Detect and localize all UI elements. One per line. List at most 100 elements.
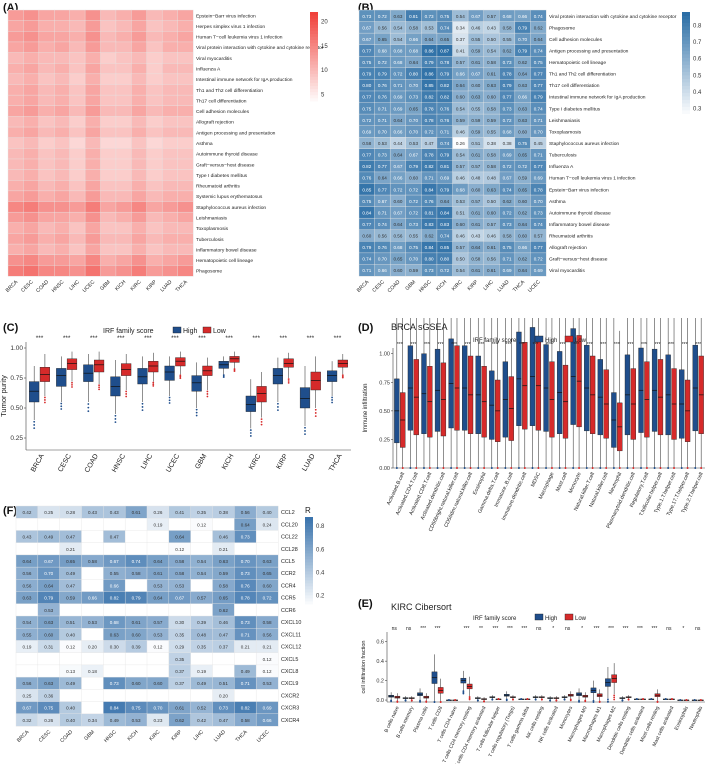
cell-value: 0.47 bbox=[110, 535, 119, 540]
heatmap-cell bbox=[23, 254, 40, 266]
legend-gradient-step bbox=[305, 529, 313, 533]
row-label: Influenza A bbox=[196, 67, 221, 73]
outlier-point bbox=[233, 370, 236, 372]
legend-gradient-step bbox=[310, 30, 318, 34]
heatmap-cell bbox=[81, 579, 104, 593]
outlier-point bbox=[206, 390, 209, 393]
heatmap-cell bbox=[69, 84, 86, 96]
significance-label: ns bbox=[392, 626, 398, 632]
outlier-point bbox=[44, 399, 46, 401]
outlier-point bbox=[632, 467, 635, 469]
heatmap-cell bbox=[69, 158, 86, 171]
cell-value: 0.73 bbox=[503, 106, 512, 111]
heatmap-cell bbox=[103, 664, 126, 678]
cell-value: 0.75 bbox=[44, 706, 53, 711]
heatmap-cell bbox=[7, 52, 24, 64]
outlier-point bbox=[534, 698, 537, 701]
heatmap-cell bbox=[54, 105, 71, 117]
cell-value: 0.52 bbox=[197, 706, 206, 711]
heatmap-cell bbox=[84, 20, 102, 32]
column-label: LUAD bbox=[159, 279, 173, 293]
cell-value: 0.69 bbox=[393, 95, 402, 100]
cell-value: 0.54 bbox=[456, 106, 465, 111]
heatmap-cell bbox=[69, 243, 86, 256]
heatmap-cell bbox=[38, 84, 55, 96]
significance-label: * bbox=[682, 626, 684, 632]
cell-value: 0.73 bbox=[425, 14, 434, 19]
heatmap-cell bbox=[115, 158, 132, 171]
legend-gradient-step bbox=[305, 577, 313, 581]
heatmap-cell bbox=[54, 73, 71, 85]
cell-value: 0.46 bbox=[219, 535, 228, 540]
cell-value: 0.78 bbox=[425, 118, 434, 123]
significance-label: *** bbox=[521, 626, 527, 632]
heatmap-cell bbox=[84, 265, 102, 277]
heatmap-cell bbox=[124, 579, 148, 593]
category-label: Neutrophils bbox=[688, 705, 704, 731]
cell-value: 0.28 bbox=[66, 510, 75, 515]
heatmap-cell bbox=[7, 84, 24, 96]
legend-title: IRF family score bbox=[103, 328, 154, 335]
cell-value: 0.72 bbox=[503, 118, 512, 123]
heatmap-cell bbox=[146, 265, 163, 277]
heatmap-cell bbox=[115, 254, 132, 266]
heatmap-cell bbox=[146, 542, 170, 556]
cell-value: 0.55 bbox=[487, 129, 496, 134]
legend-title: R bbox=[305, 506, 311, 515]
cell-value: 0.63 bbox=[263, 559, 272, 564]
heatmap-cell bbox=[115, 52, 132, 64]
cell-value: 0.79 bbox=[378, 72, 387, 77]
cell-value: 0.54 bbox=[393, 37, 402, 42]
cell-value: 0.39 bbox=[197, 620, 206, 625]
significance-label: ** bbox=[479, 626, 483, 632]
y-tick-label: 0.50 bbox=[10, 405, 23, 412]
cell-value: 0.24 bbox=[263, 522, 272, 527]
cell-value: 0.58 bbox=[88, 559, 97, 564]
legend-gradient-step bbox=[305, 526, 313, 530]
heatmap-b: 0.73 0.72 0.63 0.81 0.73 0.75 0.54 0.67 0.57 0.68… bbox=[356, 9, 702, 294]
category-label: UCEC bbox=[165, 453, 181, 474]
cell-value: 0.58 bbox=[409, 25, 418, 30]
cell-value: 0.58 bbox=[503, 234, 512, 239]
legend-tick: 10 bbox=[321, 68, 328, 74]
outlier-point bbox=[510, 467, 513, 469]
outlier-point bbox=[168, 402, 171, 404]
outlier-point bbox=[179, 377, 182, 380]
cell-value: 0.64 bbox=[425, 37, 434, 42]
heatmap-cell bbox=[177, 52, 194, 64]
cell-value: 0.63 bbox=[44, 620, 53, 625]
significance-label: *** bbox=[334, 335, 342, 342]
legend-gradient-step bbox=[310, 15, 318, 19]
outlier-point bbox=[60, 402, 63, 405]
heatmap-cell bbox=[161, 73, 179, 85]
cell-value: 0.69 bbox=[503, 153, 512, 158]
cell-value: 0.78 bbox=[425, 153, 434, 158]
outlier-point bbox=[260, 418, 263, 421]
cell-value: 0.66 bbox=[110, 583, 119, 588]
heatmap-cell bbox=[69, 20, 86, 32]
heatmap-cell bbox=[177, 211, 194, 224]
cell-value: 0.78 bbox=[440, 60, 449, 65]
cell-value: 0.68 bbox=[393, 245, 402, 250]
box-high bbox=[299, 387, 311, 409]
cell-value: 0.65 bbox=[378, 37, 387, 42]
heatmap-cell bbox=[146, 530, 170, 544]
cell-value: 0.76 bbox=[440, 106, 449, 111]
cell-value: 0.70 bbox=[409, 83, 418, 88]
cell-value: 0.79 bbox=[534, 95, 543, 100]
row-label: Staphylococcus aureus infection bbox=[196, 205, 266, 211]
heatmap-cell bbox=[177, 63, 194, 75]
box-high bbox=[245, 395, 256, 412]
row-label: CXCR4 bbox=[281, 718, 299, 724]
significance-label: *** bbox=[464, 626, 470, 632]
heatmap-cell bbox=[115, 9, 132, 22]
y-tick-label: 0.50 bbox=[379, 409, 390, 415]
cell-value: 0.75 bbox=[534, 60, 543, 65]
cell-value: 0.12 bbox=[153, 645, 162, 650]
cell-value: 0.77 bbox=[362, 48, 371, 53]
column-label: KIRP bbox=[145, 279, 158, 292]
heatmap-cell bbox=[115, 233, 132, 245]
heatmap-cell bbox=[161, 148, 179, 160]
legend-gradient-step bbox=[305, 532, 313, 536]
cell-value: 0.57 bbox=[153, 620, 162, 625]
